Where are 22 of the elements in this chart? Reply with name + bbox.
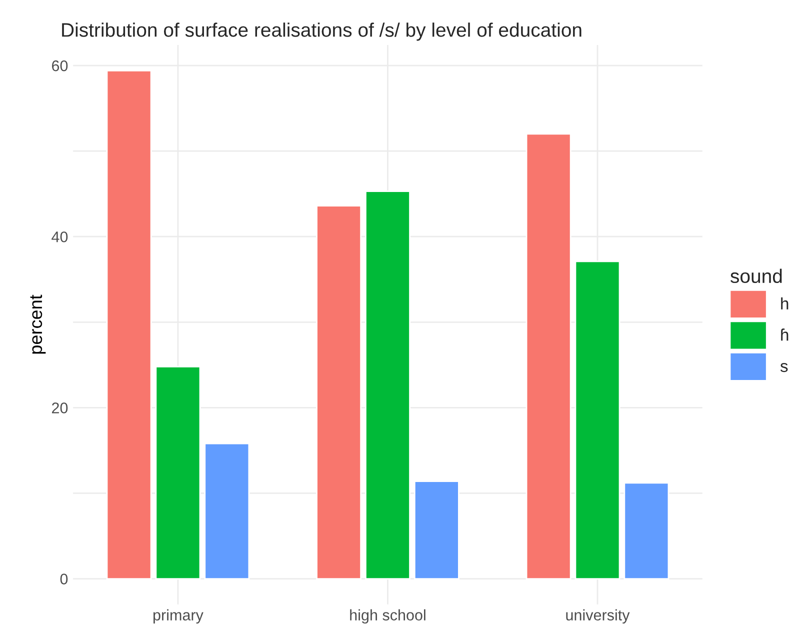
y-tick-label: 20 bbox=[52, 402, 68, 414]
bar bbox=[365, 190, 410, 580]
x-tick-label: primary bbox=[153, 609, 204, 624]
y-tick-label: 0 bbox=[60, 574, 68, 584]
x-tick-label: university bbox=[566, 609, 630, 624]
chart-title: Distribution of surface realisations of /s/ by level of education bbox=[62, 22, 582, 41]
legend-label: h bbox=[781, 297, 788, 310]
y-tick-label: 60 bbox=[52, 60, 68, 72]
legend-title: sound bbox=[730, 268, 782, 284]
bar bbox=[204, 442, 250, 580]
bar bbox=[316, 205, 362, 580]
y-tick-label: 40 bbox=[52, 231, 68, 242]
bar bbox=[414, 480, 460, 580]
legend-label: ɦ bbox=[781, 328, 788, 341]
bar bbox=[106, 70, 152, 580]
bar bbox=[155, 366, 201, 580]
bar bbox=[624, 482, 670, 580]
legend-label: s bbox=[780, 362, 788, 372]
bar bbox=[526, 133, 572, 580]
bar bbox=[574, 260, 620, 580]
x-tick-label: high school bbox=[350, 609, 426, 624]
y-axis-title: percent bbox=[30, 294, 46, 354]
